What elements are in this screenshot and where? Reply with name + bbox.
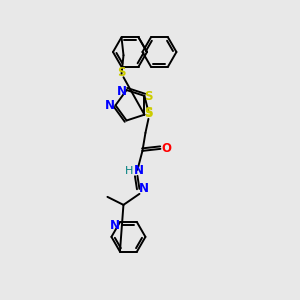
Text: N: N <box>104 99 115 112</box>
Text: N: N <box>134 164 143 177</box>
Text: O: O <box>161 142 171 155</box>
Text: N: N <box>138 182 148 195</box>
Text: N: N <box>117 85 127 98</box>
Text: N: N <box>110 219 120 232</box>
Text: S: S <box>117 66 126 79</box>
Text: H: H <box>125 166 134 176</box>
Text: S: S <box>144 90 153 104</box>
Text: S: S <box>144 107 153 120</box>
Text: S: S <box>144 106 153 119</box>
